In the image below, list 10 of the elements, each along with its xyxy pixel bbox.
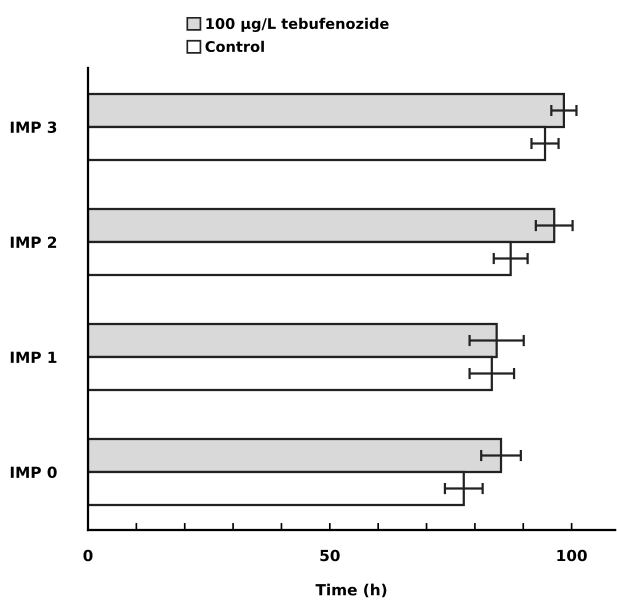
y-tick-label: IMP 2 <box>10 236 56 248</box>
y-tick-label: IMP 0 <box>10 466 57 478</box>
legend-label: Control <box>206 40 264 52</box>
legend-label: 100 μg/L tebufenozide <box>206 18 389 32</box>
x-axis-title: Time (h) <box>316 584 386 598</box>
x-tick-label: 50 <box>320 550 340 562</box>
y-tick-label: IMP 1 <box>10 352 56 363</box>
y-tick-label: IMP 3 <box>10 121 56 134</box>
x-tick-label: 0 <box>83 550 93 562</box>
x-tick-label: 100 <box>557 550 587 562</box>
